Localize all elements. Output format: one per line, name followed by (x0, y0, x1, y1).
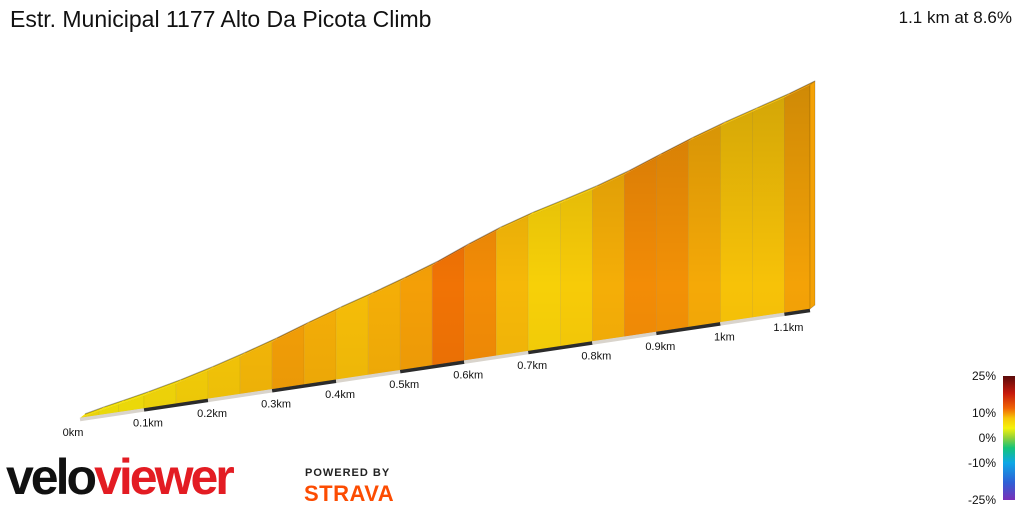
legend-label: 10% (972, 406, 996, 420)
veloviewer-logo: veloviewer (6, 449, 235, 505)
profile-top-edge (725, 107, 758, 123)
profile-top-surface (208, 352, 246, 371)
x-tick-label: 0.7km (517, 360, 547, 372)
distance-scale-segment (592, 331, 657, 345)
profile-top-edge (123, 390, 150, 402)
profile-top-edge (436, 243, 470, 263)
legend-label: 25% (972, 369, 996, 383)
profile-top-surface (144, 379, 182, 396)
profile-top-edge (404, 261, 438, 278)
distance-scale-segment (143, 398, 209, 412)
profile-top-surface (336, 292, 374, 311)
profile-top-surface (624, 153, 662, 175)
profile-top-surface (528, 199, 566, 217)
profile-top-surface (118, 391, 149, 405)
chart-title: Estr. Municipal 1177 Alto Da Picota Clim… (10, 6, 432, 32)
profile-top-surface (752, 93, 790, 112)
x-tick-label: 0.6km (453, 370, 483, 382)
x-tick-label: 0.4km (325, 389, 355, 401)
profile-top-surface (688, 122, 726, 142)
legend-label: -10% (968, 456, 996, 470)
profile-top-surface (784, 81, 815, 98)
distance-scale-segment (656, 322, 721, 336)
profile-top-edge (661, 136, 694, 155)
x-tick-label: 0.3km (261, 398, 291, 410)
profile-end-face (809, 80, 816, 310)
profile-top-edge (308, 306, 342, 323)
profile-top-edge (276, 321, 310, 339)
distance-scale-segment (271, 379, 337, 393)
powered-by-label: POWERED BY (305, 467, 391, 479)
distance-scale-segment (335, 369, 401, 383)
profile-top-surface (99, 400, 124, 411)
profile-top-surface (720, 107, 758, 126)
x-tick-label: 0km (63, 427, 84, 439)
profile-top-edge (789, 80, 816, 95)
distance-scale-segment (399, 360, 465, 374)
profile-top-edge (500, 211, 534, 228)
distance-scale-segment (79, 408, 145, 422)
distance-scale-segment (463, 350, 529, 364)
profile-top-surface (80, 407, 105, 418)
profile-top-surface (176, 366, 214, 384)
profile-top-edge (180, 366, 214, 381)
x-tick-label: 0.8km (581, 351, 611, 363)
profile-top-surface (464, 227, 502, 248)
profile-top-surface (592, 170, 630, 190)
distance-scale-segment (207, 389, 273, 403)
profile-top-edge (468, 226, 502, 245)
profile-top-edge (693, 121, 726, 138)
profile-top-edge (597, 170, 630, 187)
profile-top-edge (757, 92, 790, 109)
distance-scale-segment (527, 341, 593, 355)
profile-top-edge (629, 153, 662, 172)
profile-top-surface (496, 212, 534, 231)
profile-top-edge (565, 185, 598, 200)
x-tick-label: 0.5km (389, 379, 419, 391)
legend-label: -25% (968, 493, 996, 507)
profile-top-surface (656, 137, 694, 158)
profile-top-edge (533, 198, 566, 213)
profile-top-edge (372, 276, 406, 294)
profile-top-edge (340, 291, 374, 308)
profile-top-surface (400, 261, 438, 282)
profile-top-surface (272, 322, 310, 342)
profile-top-surface (368, 277, 406, 297)
profile-top-surface (560, 185, 598, 204)
profile-top-edge (84, 406, 105, 415)
gradient-legend-bar (1003, 376, 1015, 500)
climb-summary: 1.1 km at 8.6% (898, 8, 1012, 27)
profile-top-edge (104, 399, 124, 408)
x-tick-label: 0.1km (133, 417, 163, 429)
profile-shading (80, 85, 810, 418)
profile-top-edge (244, 337, 278, 354)
profile-top-edge (212, 352, 246, 368)
legend-label: 0% (979, 431, 997, 445)
profile-top-surface (304, 307, 342, 327)
x-tick-label: 1km (714, 331, 735, 343)
strava-logo: STRAVA (304, 481, 395, 506)
distance-scale-segment (784, 308, 811, 317)
x-tick-label: 0.2km (197, 408, 227, 420)
profile-top-surface (240, 337, 278, 357)
profile-top-surface (432, 243, 470, 266)
profile-top-edge (148, 379, 182, 393)
x-tick-label: 1.1km (773, 322, 803, 334)
distance-scale-segment (720, 312, 785, 326)
x-tick-label: 0.9km (645, 341, 675, 353)
